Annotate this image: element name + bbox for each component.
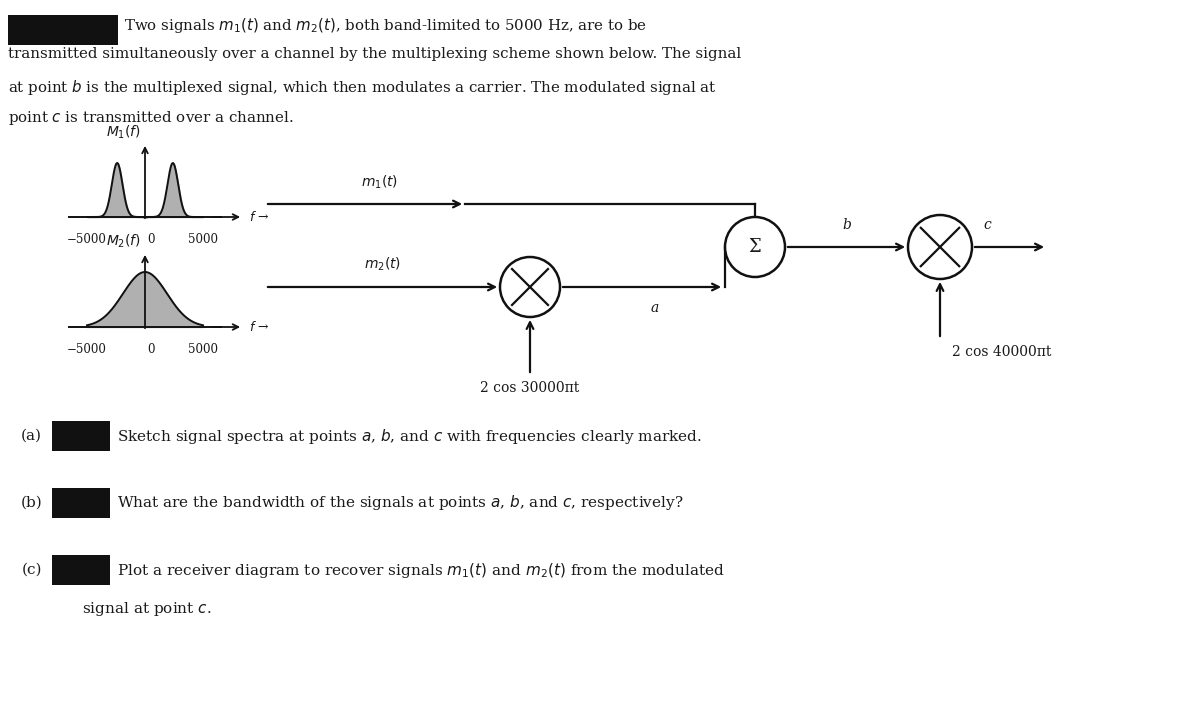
Text: Sketch signal spectra at points $a$, $b$, and $c$ with frequencies clearly marke: Sketch signal spectra at points $a$, $b$… xyxy=(118,427,702,445)
Text: $m_1(t)$: $m_1(t)$ xyxy=(361,174,398,191)
Text: signal at point $c$.: signal at point $c$. xyxy=(82,600,211,618)
Text: c: c xyxy=(983,218,991,232)
Circle shape xyxy=(500,257,560,317)
Text: Two signals $m_1(t)$ and $m_2(t)$, both band-limited to 5000 Hz, are to be: Two signals $m_1(t)$ and $m_2(t)$, both … xyxy=(124,16,647,35)
Text: 2 cos 30000πt: 2 cos 30000πt xyxy=(480,381,580,395)
Text: $M_2(f)$: $M_2(f)$ xyxy=(106,233,142,250)
Text: 2 cos 40000πt: 2 cos 40000πt xyxy=(952,345,1051,359)
Text: 5000: 5000 xyxy=(188,343,218,356)
Text: at point $b$ is the multiplexed signal, which then modulates a carrier. The modu: at point $b$ is the multiplexed signal, … xyxy=(8,78,716,97)
Text: transmitted simultaneously over a channel by the multiplexing scheme shown below: transmitted simultaneously over a channe… xyxy=(8,47,742,61)
FancyBboxPatch shape xyxy=(52,421,110,451)
Text: −5000: −5000 xyxy=(67,343,107,356)
Text: b: b xyxy=(842,218,851,232)
Text: What are the bandwidth of the signals at points $a$, $b$, and $c$, respectively?: What are the bandwidth of the signals at… xyxy=(118,493,684,513)
Text: 0: 0 xyxy=(148,233,155,246)
Circle shape xyxy=(725,217,785,277)
FancyBboxPatch shape xyxy=(8,15,118,45)
FancyBboxPatch shape xyxy=(52,555,110,585)
Text: Plot a receiver diagram to recover signals $m_1(t)$ and $m_2(t)$ from the modula: Plot a receiver diagram to recover signa… xyxy=(118,561,725,579)
Text: 5000: 5000 xyxy=(188,233,218,246)
Text: (b): (b) xyxy=(20,496,42,510)
Text: (c): (c) xyxy=(22,563,42,577)
Text: Σ: Σ xyxy=(749,238,761,256)
FancyBboxPatch shape xyxy=(52,488,110,518)
Text: $m_2(t)$: $m_2(t)$ xyxy=(364,256,401,273)
Circle shape xyxy=(908,215,972,279)
Text: (a): (a) xyxy=(22,429,42,443)
Text: a: a xyxy=(650,301,659,315)
Text: $f$ →: $f$ → xyxy=(250,210,269,224)
Text: point $c$ is transmitted over a channel.: point $c$ is transmitted over a channel. xyxy=(8,109,293,127)
Text: 0: 0 xyxy=(148,343,155,356)
Text: −5000: −5000 xyxy=(67,233,107,246)
Text: $M_1(f)$: $M_1(f)$ xyxy=(106,123,142,141)
Text: $f$ →: $f$ → xyxy=(250,320,269,334)
